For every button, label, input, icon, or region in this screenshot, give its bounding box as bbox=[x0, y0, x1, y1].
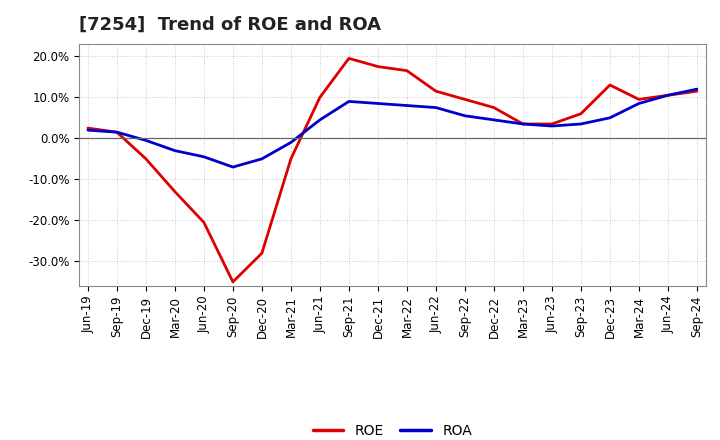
ROA bbox=[142, 138, 150, 143]
ROE bbox=[518, 121, 527, 127]
ROA bbox=[258, 156, 266, 161]
Legend: ROE, ROA: ROE, ROA bbox=[307, 419, 477, 440]
ROA bbox=[315, 117, 324, 122]
ROE bbox=[84, 125, 92, 131]
Line: ROE: ROE bbox=[88, 59, 697, 282]
Line: ROA: ROA bbox=[88, 89, 697, 167]
ROE bbox=[431, 88, 440, 94]
ROA bbox=[490, 117, 498, 122]
ROA bbox=[374, 101, 382, 106]
ROA bbox=[577, 121, 585, 127]
ROA bbox=[402, 103, 411, 108]
ROA bbox=[199, 154, 208, 159]
ROA bbox=[461, 113, 469, 118]
ROA bbox=[664, 93, 672, 98]
ROE bbox=[228, 279, 237, 285]
ROE bbox=[112, 129, 121, 135]
ROE bbox=[606, 82, 614, 88]
ROA bbox=[84, 128, 92, 133]
ROE bbox=[548, 121, 557, 127]
ROE bbox=[258, 250, 266, 256]
ROA bbox=[112, 129, 121, 135]
ROE bbox=[577, 111, 585, 116]
ROE bbox=[634, 97, 643, 102]
ROA bbox=[548, 123, 557, 128]
Text: [7254]  Trend of ROE and ROA: [7254] Trend of ROE and ROA bbox=[79, 16, 381, 34]
ROA bbox=[518, 121, 527, 127]
ROA bbox=[606, 115, 614, 121]
ROA bbox=[693, 87, 701, 92]
ROA bbox=[171, 148, 179, 153]
ROA bbox=[228, 165, 237, 170]
ROE bbox=[490, 105, 498, 110]
ROE bbox=[287, 156, 295, 161]
ROA bbox=[345, 99, 354, 104]
ROE bbox=[142, 156, 150, 161]
ROE bbox=[664, 93, 672, 98]
ROE bbox=[374, 64, 382, 69]
ROE bbox=[402, 68, 411, 73]
ROA bbox=[431, 105, 440, 110]
ROA bbox=[287, 140, 295, 145]
ROE bbox=[345, 56, 354, 61]
ROE bbox=[171, 189, 179, 194]
ROE bbox=[461, 97, 469, 102]
ROE bbox=[315, 95, 324, 100]
ROA bbox=[634, 101, 643, 106]
ROE bbox=[693, 88, 701, 94]
ROE bbox=[199, 220, 208, 225]
